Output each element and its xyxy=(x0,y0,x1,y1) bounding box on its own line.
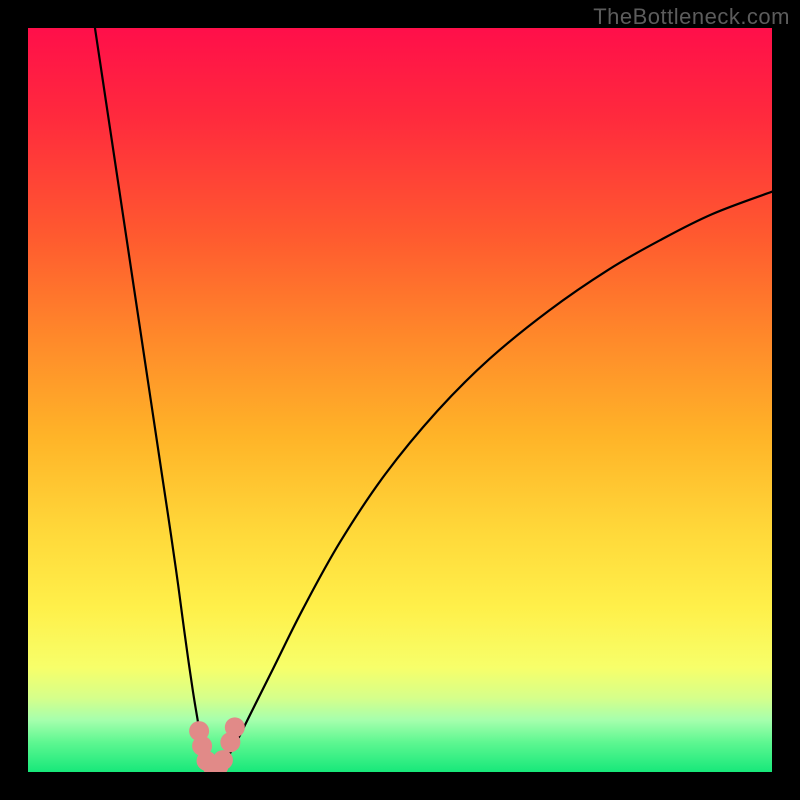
curves-layer xyxy=(28,28,772,772)
curve-left-branch xyxy=(95,28,210,769)
watermark-text: TheBottleneck.com xyxy=(593,4,790,30)
chart-frame: TheBottleneck.com xyxy=(0,0,800,800)
plot-area xyxy=(28,28,772,772)
curve-right-branch xyxy=(218,192,772,769)
marker-point xyxy=(213,750,233,770)
marker-point xyxy=(225,717,245,737)
